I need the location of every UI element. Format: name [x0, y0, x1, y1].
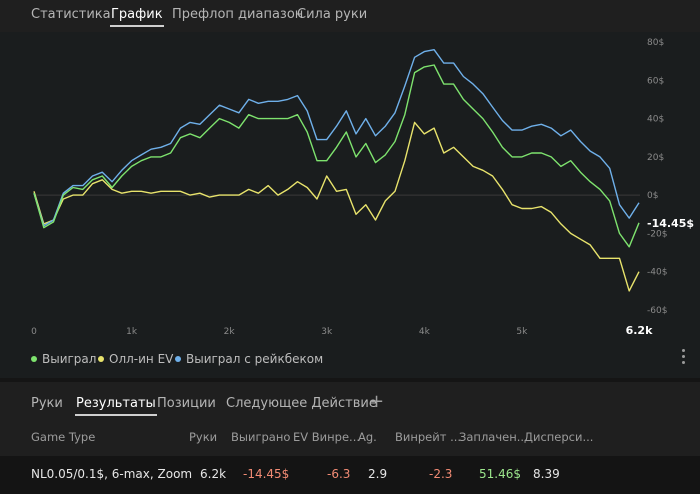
y-tick-label: 20$ — [647, 153, 664, 163]
col-header-won[interactable]: Выиграно — [231, 430, 291, 444]
x-tick-label: 0 — [31, 327, 37, 337]
x-tick-label: 2k — [224, 327, 236, 337]
tab-statistics[interactable]: Статистика — [31, 7, 111, 22]
add-tab-icon[interactable]: + — [369, 391, 385, 412]
cell-ag: 2.9 — [368, 467, 388, 481]
x-tick-label: 4k — [419, 327, 431, 337]
legend-won-rakeback[interactable]: Выиграл с рейкбеком — [175, 352, 323, 366]
col-header-game-type[interactable]: Game Type — [31, 430, 96, 444]
col-header-hands[interactable]: Руки — [189, 430, 218, 444]
legend-won[interactable]: Выиграл — [31, 352, 96, 366]
legend-allin-ev[interactable]: Олл-ин EV — [98, 352, 173, 366]
series-line-0 — [33, 64, 640, 248]
cell-ev-winrate: -6.3 — [327, 467, 351, 481]
legend-label: Олл-ин EV — [109, 352, 174, 366]
profit-chart: 80$ 60$ 40$ 20$ 0$ -20$ -40$ -60$ 0 1k 2k 3k 4k 5k 6… — [31, 38, 694, 337]
series-lines — [33, 49, 640, 292]
series-line-2 — [33, 49, 640, 227]
col-header-paid[interactable]: Заплачен... — [459, 430, 528, 444]
y-tick-label: -20$ — [647, 229, 667, 239]
current-value-label: -14.45$ — [647, 217, 694, 230]
x-tick-label: 3k — [321, 327, 333, 337]
y-tick-label: -40$ — [647, 268, 667, 278]
cell-hands: 6.2k — [200, 467, 227, 481]
tab-hand-strength[interactable]: Сила руки — [297, 7, 368, 22]
x-end-label: 6.2k — [626, 324, 653, 337]
x-tick-label: 1k — [126, 327, 138, 337]
x-tick-label: 5k — [516, 327, 528, 337]
tab-positions[interactable]: Позиции — [157, 396, 216, 411]
chart-panel: 80$ 60$ 40$ 20$ 0$ -20$ -40$ -60$ 0 1k 2k 3k 4k 5k 6… — [0, 32, 700, 340]
y-tick-label: 0$ — [647, 191, 658, 201]
legend-label: Выиграл с рейкбеком — [186, 352, 324, 366]
chart-legend: Выиграл Олл-ин EV Выиграл с рейкбеком — [0, 340, 700, 378]
y-tick-label: -60$ — [647, 306, 667, 316]
cell-winrate: -2.3 — [429, 467, 453, 481]
y-tick-label: 60$ — [647, 76, 664, 86]
tab-next-action[interactable]: Следующее Действие — [226, 396, 377, 411]
col-header-variance[interactable]: Дисперси... — [524, 430, 594, 444]
more-options-icon[interactable] — [680, 349, 686, 367]
series-line-1 — [33, 121, 640, 292]
table-row[interactable] — [0, 456, 700, 494]
x-axis-ticks: 0 1k 2k 3k 4k 5k — [31, 327, 528, 337]
tab-hands[interactable]: Руки — [31, 396, 63, 411]
y-tick-label: 40$ — [647, 115, 664, 125]
y-axis-ticks: 80$ 60$ 40$ 20$ 0$ -20$ -40$ -60$ — [647, 38, 667, 316]
col-header-ev-winrate[interactable]: EV Винре... — [293, 430, 361, 444]
y-tick-label: 80$ — [647, 38, 664, 48]
col-header-winrate[interactable]: Винрейт ... — [395, 430, 462, 444]
results-panel: Руки Результаты Позиции Следующее Действ… — [0, 382, 700, 494]
tab-results[interactable]: Результаты — [75, 396, 157, 416]
legend-dot-icon — [98, 356, 104, 362]
cell-paid: 51.46$ — [479, 467, 521, 481]
cell-variance: 8.39 — [533, 467, 560, 481]
legend-dot-icon — [31, 356, 37, 362]
tab-graph[interactable]: График — [110, 7, 164, 27]
col-header-ag[interactable]: Ag. — [358, 430, 377, 444]
legend-dot-icon — [175, 356, 181, 362]
cell-game-type: NL0.05/0.1$, 6-max, Zoom — [31, 467, 193, 481]
cell-won: -14.45$ — [243, 467, 290, 481]
tab-preflop-range[interactable]: Префлоп диапазон — [172, 7, 304, 22]
divider — [0, 378, 700, 382]
top-tab-bar: Статистика График Префлоп диапазон Сила … — [0, 0, 700, 32]
legend-label: Выиграл — [42, 352, 97, 366]
